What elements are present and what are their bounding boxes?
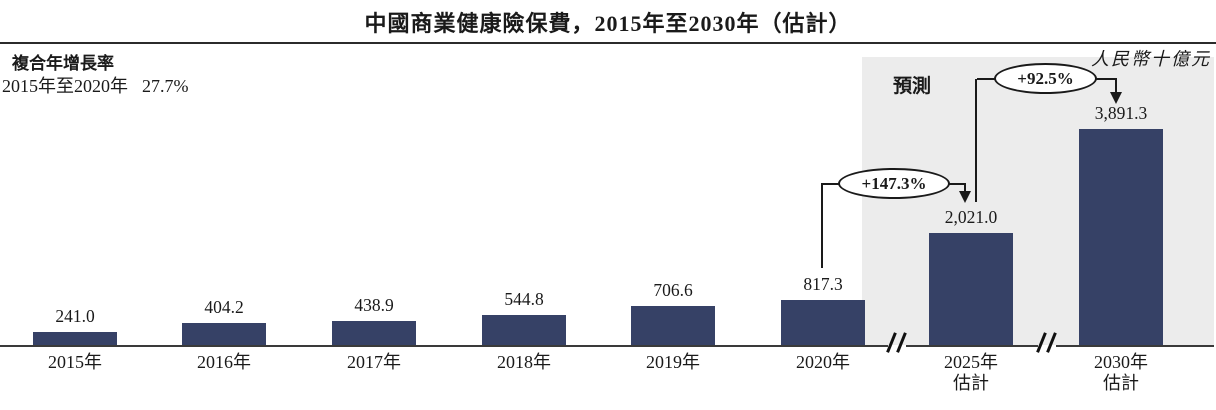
bar-2030年 xyxy=(1079,129,1163,345)
bar-2016年 xyxy=(182,323,266,345)
forecast-label: 預測 xyxy=(893,76,932,97)
annotation-b-arrow-vertical xyxy=(1115,78,1117,92)
growth-ellipse-92: +92.5% xyxy=(994,63,1097,94)
bar-2015年 xyxy=(33,332,117,345)
bar-2017年 xyxy=(332,321,416,345)
bar-value-label: 3,891.3 xyxy=(1094,103,1148,123)
bar-2019年 xyxy=(631,306,715,345)
axis-break-patch xyxy=(888,341,906,349)
cagr-period: 2015年至2020年 xyxy=(2,76,128,96)
annotation-b-elbow-horizontal xyxy=(977,78,995,80)
bar-value-label: 817.3 xyxy=(803,274,843,294)
bar-2020年 xyxy=(781,300,865,345)
bar-value-label: 404.2 xyxy=(204,297,244,317)
axis-break-patch xyxy=(1038,341,1056,349)
x-axis-label: 2019年 xyxy=(646,352,700,372)
chart-title: 中國商業健康險保費，2015年至2030年（估計） xyxy=(364,11,852,36)
bar-value-label: 241.0 xyxy=(55,306,95,326)
x-axis-line xyxy=(0,345,1214,347)
annotation-a-arrow-vertical xyxy=(964,183,966,193)
bar-2018年 xyxy=(482,315,566,345)
cagr-heading: 複合年增長率 xyxy=(12,54,114,73)
bar-value-label: 544.8 xyxy=(504,289,544,309)
x-axis-label: 2025年 估計 xyxy=(944,352,998,393)
cagr-value-line: 2015年至2020年 27.7% xyxy=(2,72,189,98)
x-axis-label: 2020年 xyxy=(796,352,850,372)
bar-value-label: 2,021.0 xyxy=(944,207,998,227)
growth-ellipse-147: +147.3% xyxy=(838,168,950,199)
x-axis-label: 2030年 估計 xyxy=(1094,352,1148,393)
annotation-a-elbow-vertical xyxy=(821,183,823,268)
x-axis-label: 2015年 xyxy=(48,352,102,372)
x-axis-label: 2018年 xyxy=(497,352,551,372)
title-divider-line xyxy=(0,42,1216,44)
cagr-value: 27.7% xyxy=(142,76,189,96)
bar-2025年 xyxy=(929,233,1013,345)
annotation-b-arrow-horizontal xyxy=(1095,78,1117,80)
annotation-b-elbow-vertical xyxy=(975,79,977,202)
unit-label: 人民幣十億元 xyxy=(1091,49,1211,69)
annotation-a-arrowhead-icon xyxy=(959,191,971,203)
bar-value-label: 438.9 xyxy=(354,295,394,315)
bar-value-label: 706.6 xyxy=(653,280,693,300)
annotation-a-arrow-horizontal xyxy=(948,183,966,185)
annotation-a-elbow-horizontal xyxy=(821,183,839,185)
annotation-b-arrowhead-icon xyxy=(1110,92,1122,104)
x-axis-label: 2016年 xyxy=(197,352,251,372)
x-axis-label: 2017年 xyxy=(347,352,401,372)
